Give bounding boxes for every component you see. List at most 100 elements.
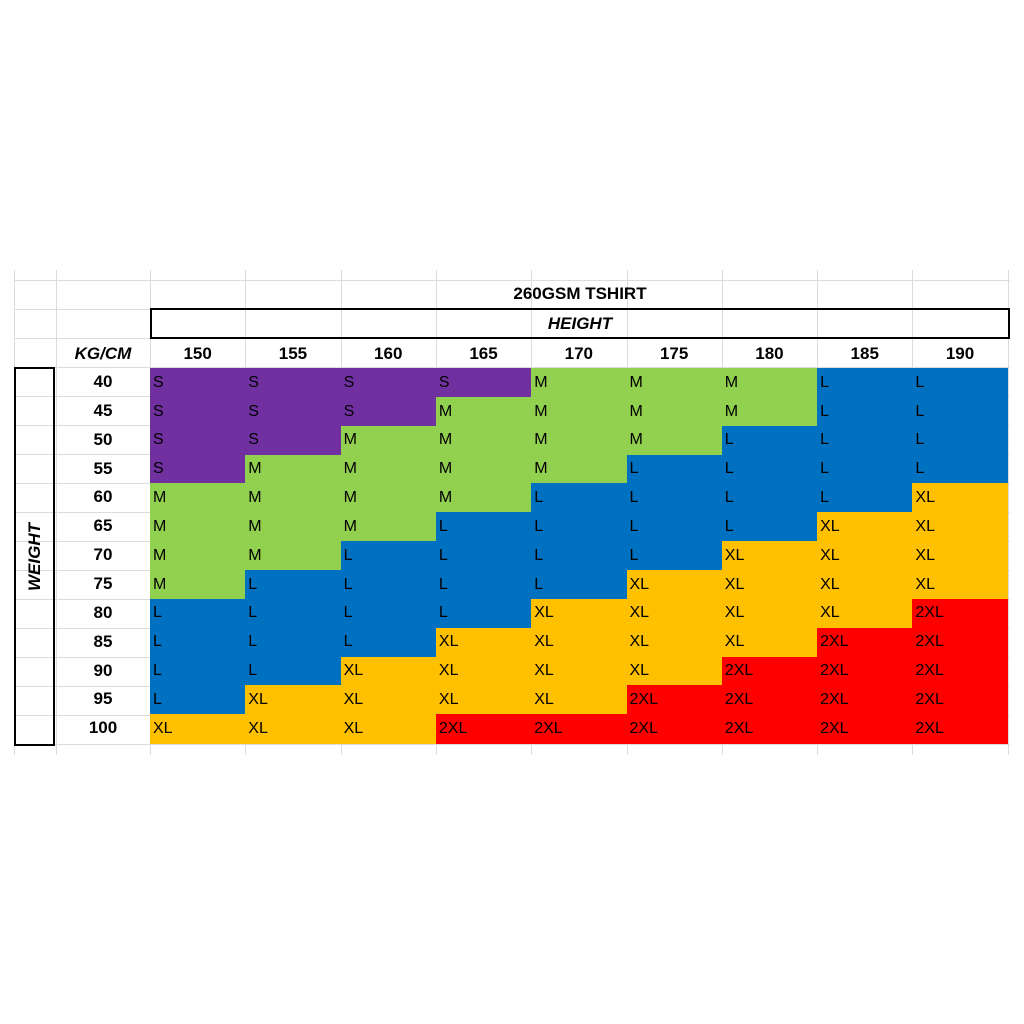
size-cell: XL — [340, 714, 437, 744]
weight-row-header: 50 — [93, 429, 113, 449]
size-cell: XL — [626, 569, 723, 600]
size-cell: M — [150, 569, 246, 600]
size-cell: M — [245, 483, 342, 513]
size-cell: XL — [912, 512, 1009, 542]
size-cell: L — [531, 512, 627, 542]
size-cell: XL — [721, 627, 818, 657]
size-cell: L — [912, 454, 1009, 484]
size-cell: S — [435, 368, 532, 398]
size-cell: L — [817, 483, 913, 513]
size-cell: S — [150, 396, 246, 427]
size-cell: L — [150, 685, 246, 715]
size-cell: 2XL — [817, 714, 913, 744]
size-cell: 2XL — [626, 685, 723, 715]
size-cell: L — [721, 425, 818, 456]
size-cell: M — [245, 454, 342, 484]
size-cell: 2XL — [912, 627, 1009, 657]
height-column-header: 175 — [659, 344, 689, 363]
height-column-header: 155 — [278, 344, 308, 363]
weight-row-header: 80 — [93, 602, 113, 622]
size-cell: M — [531, 454, 627, 484]
size-cell: XL — [245, 685, 342, 715]
size-cell: XL — [912, 483, 1009, 513]
size-cell: M — [721, 396, 818, 427]
size-cell: M — [245, 541, 342, 571]
size-cell: 2XL — [721, 656, 818, 686]
weight-row-header: 65 — [93, 516, 113, 536]
size-cell: XL — [435, 627, 532, 657]
size-cell: 2XL — [912, 598, 1009, 629]
size-cell: S — [245, 396, 342, 427]
size-cell: L — [435, 512, 532, 542]
size-cell: M — [626, 425, 723, 456]
size-cell: L — [340, 598, 437, 629]
size-cell: L — [435, 541, 532, 571]
size-cell: XL — [626, 598, 723, 629]
chart-title: 260GSM TSHIRT — [513, 284, 647, 303]
size-cell: L — [435, 598, 532, 629]
size-cell: L — [817, 425, 913, 456]
size-cell: L — [150, 656, 246, 686]
height-column-header: 150 — [183, 344, 212, 363]
size-cell: XL — [817, 541, 913, 571]
size-cell: XL — [817, 512, 913, 542]
size-cell: L — [912, 425, 1009, 456]
size-cell: XL — [721, 598, 818, 629]
size-cell: XL — [435, 685, 532, 715]
size-cell: M — [435, 454, 532, 484]
size-cell: M — [150, 483, 246, 513]
height-header: HEIGHT — [150, 308, 1010, 339]
size-cell: L — [531, 541, 627, 571]
size-cell: M — [531, 368, 627, 398]
size-cell: XL — [150, 714, 246, 744]
size-cell: 2XL — [721, 714, 818, 744]
size-cell: 2XL — [912, 656, 1009, 686]
weight-row-header: 75 — [93, 573, 113, 593]
grid-line — [1008, 270, 1009, 755]
size-cell: L — [340, 627, 437, 657]
size-cell: L — [245, 569, 342, 600]
size-cell: M — [531, 425, 627, 456]
size-cell: L — [721, 512, 818, 542]
size-cell: XL — [817, 569, 913, 600]
size-cell: S — [150, 368, 246, 398]
size-cell: S — [340, 396, 437, 427]
weight-row-header: 90 — [93, 660, 113, 680]
size-cell: L — [245, 627, 342, 657]
grid-line — [14, 280, 1010, 281]
weight-row-header: 45 — [93, 400, 113, 420]
size-cell: L — [435, 569, 532, 600]
size-cell: XL — [912, 569, 1009, 600]
size-cell: M — [626, 368, 723, 398]
grid-line — [14, 367, 1010, 368]
size-cell: S — [245, 368, 342, 398]
size-cell: M — [340, 512, 437, 542]
size-cell: 2XL — [912, 685, 1009, 715]
size-cell: XL — [531, 685, 627, 715]
height-column-header: 170 — [564, 344, 594, 363]
weight-row-header: 70 — [93, 545, 113, 565]
size-cell: M — [435, 425, 532, 456]
size-cell: L — [245, 598, 342, 629]
weight-header-label: WEIGHT — [24, 522, 44, 591]
size-cell: L — [817, 368, 913, 398]
size-cell: L — [531, 483, 627, 513]
size-cell: L — [912, 368, 1009, 398]
size-cell: XL — [626, 627, 723, 657]
size-cell: XL — [531, 656, 627, 686]
size-cell: M — [340, 425, 437, 456]
size-cell: 2XL — [435, 714, 532, 744]
size-cell: XL — [531, 598, 627, 629]
weight-row-header: 40 — [93, 372, 113, 391]
weight-row-header: 85 — [93, 631, 113, 651]
size-cell: S — [245, 425, 342, 456]
height-column-header: 185 — [850, 344, 879, 363]
size-cell: M — [626, 396, 723, 427]
weight-header-box: WEIGHT — [14, 367, 55, 746]
size-cell: XL — [340, 685, 437, 715]
size-cell: XL — [245, 714, 342, 744]
size-cell: XL — [721, 569, 818, 600]
size-cell: 2XL — [721, 685, 818, 715]
size-cell: L — [626, 512, 723, 542]
